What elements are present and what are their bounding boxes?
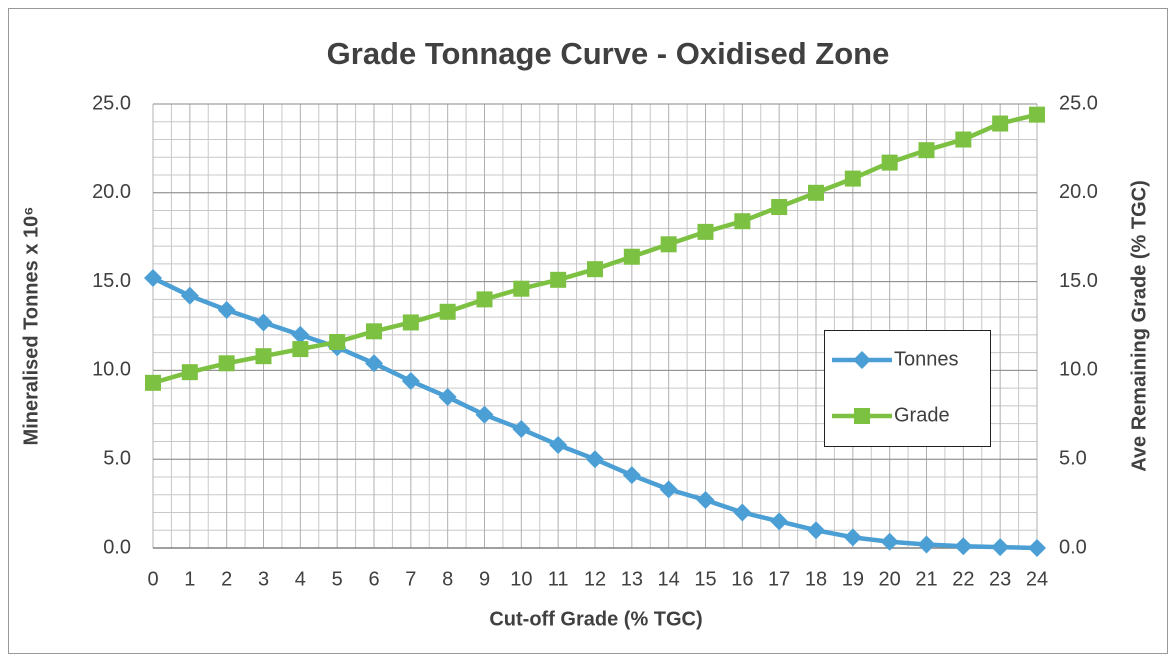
x-tick-label: 24 (1026, 568, 1048, 590)
data-point (696, 491, 715, 510)
data-point (808, 184, 824, 201)
data-point (991, 538, 1010, 557)
y2-tick-label: 20.0 (1059, 181, 1098, 203)
data-point (181, 364, 198, 381)
data-point (217, 301, 236, 320)
data-point (513, 280, 530, 297)
data-point (291, 325, 310, 344)
x-tick-label: 21 (915, 568, 937, 590)
data-point (734, 213, 751, 230)
data-point (402, 314, 419, 331)
x-tick-label: 0 (147, 568, 158, 590)
data-point (623, 248, 640, 265)
data-point (550, 271, 567, 288)
plot (144, 106, 1046, 557)
y-tick-label: 15.0 (92, 270, 131, 292)
data-point (144, 269, 162, 288)
data-point (1029, 106, 1045, 123)
x-tick-label: 8 (442, 568, 453, 590)
data-point (145, 374, 161, 391)
x-tick-label: 15 (694, 568, 716, 590)
x-tick-label: 13 (621, 568, 643, 590)
y2-tick-label: 10.0 (1059, 359, 1098, 381)
x-tick-label: 2 (221, 568, 232, 590)
data-point (254, 313, 273, 332)
data-point (329, 333, 346, 350)
x-tick-label: 17 (768, 568, 790, 590)
x-tick-label: 12 (584, 568, 606, 590)
data-point (954, 537, 973, 556)
data-point (586, 450, 604, 469)
x-tick-label: 10 (510, 568, 532, 590)
x-tick-label: 5 (332, 568, 343, 590)
x-tick-label: 4 (295, 568, 306, 590)
x-tick-label: 1 (184, 568, 195, 590)
data-point (881, 154, 898, 171)
data-point (1028, 539, 1046, 557)
data-point (955, 131, 972, 148)
data-point (880, 532, 899, 551)
y-tick-label: 5.0 (103, 447, 131, 469)
y-tick-label: 20.0 (92, 181, 131, 203)
y2-tick-label: 25.0 (1059, 92, 1098, 114)
legend: Tonnes Grade (824, 330, 991, 447)
data-point (180, 286, 199, 305)
y2-tick-label: 5.0 (1059, 447, 1087, 469)
data-point (438, 388, 457, 407)
data-point (843, 528, 862, 547)
data-point (512, 420, 531, 439)
y-tick-label: 25.0 (92, 92, 131, 114)
x-tick-label: 7 (405, 568, 416, 590)
legend-label: Tonnes (894, 348, 959, 370)
data-point (770, 512, 789, 531)
data-point (807, 521, 825, 540)
chart-title: Grade Tonnage Curve - Oxidised Zone (327, 36, 890, 71)
y-tick-label: 10.0 (92, 359, 131, 381)
y2-tick-label: 15.0 (1059, 270, 1098, 292)
data-point (622, 466, 641, 485)
data-point (366, 323, 382, 340)
data-point (733, 503, 752, 522)
x-tick-label: 6 (368, 568, 379, 590)
data-point (255, 348, 272, 365)
y2-tick-label: 0.0 (1059, 536, 1087, 558)
data-point (439, 303, 456, 320)
data-point (659, 480, 678, 499)
x-axis-label: Cut-off Grade (% TGC) (489, 608, 702, 630)
data-point (697, 223, 714, 240)
x-tick-label: 22 (952, 568, 974, 590)
y-tick-label: 0.0 (103, 536, 131, 558)
data-point (992, 115, 1009, 132)
data-point (476, 291, 493, 308)
y2-axis-label: Ave Remaining Grade (% TGC) (1128, 180, 1150, 472)
x-tick-label: 20 (879, 568, 901, 590)
data-point (365, 354, 383, 373)
data-point (771, 199, 788, 216)
data-point (292, 341, 309, 358)
data-point (401, 372, 420, 391)
data-point (587, 261, 603, 278)
x-tick-label: 14 (658, 568, 680, 590)
x-tick-label: 9 (479, 568, 490, 590)
legend-box (824, 330, 991, 447)
data-point (917, 535, 936, 554)
x-tick-label: 18 (805, 568, 827, 590)
data-point (549, 435, 568, 454)
legend-marker (853, 351, 871, 369)
data-point (218, 355, 235, 372)
x-tick-label: 3 (258, 568, 269, 590)
x-tick-label: 16 (731, 568, 753, 590)
chart-border (8, 8, 1168, 654)
legend-marker (854, 408, 870, 424)
y-axis-label: Mineralised Tonnes x 10⁶ (20, 207, 42, 446)
data-point (918, 142, 935, 159)
data-point (660, 236, 677, 253)
data-point (844, 170, 861, 187)
x-tick-label: 11 (548, 568, 569, 590)
x-tick-label: 23 (989, 568, 1011, 590)
legend-label: Grade (894, 404, 950, 426)
data-point (475, 405, 494, 424)
x-tick-label: 19 (842, 568, 864, 590)
